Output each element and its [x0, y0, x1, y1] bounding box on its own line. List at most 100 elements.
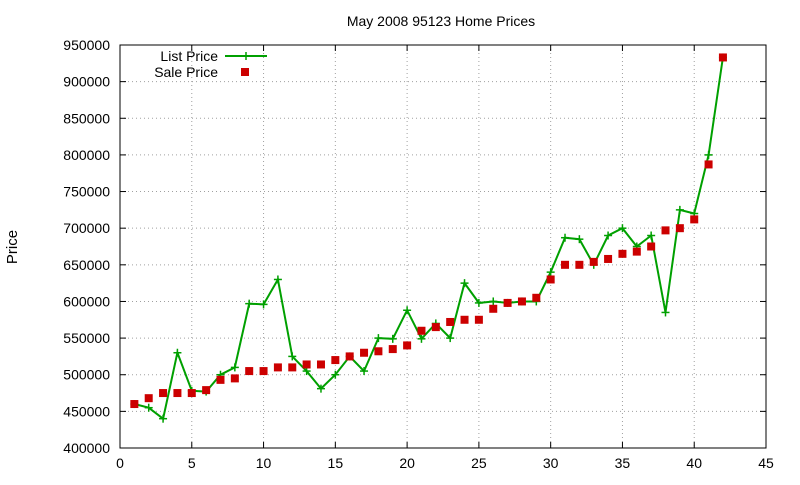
list-price-point	[159, 414, 168, 423]
list-price-point	[647, 231, 656, 240]
sale-price-point	[704, 160, 713, 169]
list-price-point	[446, 334, 455, 343]
list-price-point	[489, 297, 498, 306]
list-price-point	[360, 367, 369, 376]
sale-price-point	[604, 254, 613, 263]
legend-label-sale-price: Sale Price	[154, 64, 218, 80]
legend-cross-glyph	[242, 52, 250, 60]
sale-price-point	[446, 317, 455, 326]
list-price-point	[331, 370, 340, 379]
legend-label-list-price: List Price	[160, 48, 218, 64]
list-price-point	[374, 334, 383, 343]
sale-price-point	[388, 345, 397, 354]
list-price-point	[546, 268, 555, 277]
y-tick-label: 900000	[63, 74, 110, 90]
y-tick-label: 950000	[63, 37, 110, 53]
chart-title: May 2008 95123 Home Prices	[347, 13, 535, 29]
sale-price-point	[647, 242, 656, 251]
y-tick-label: 600000	[63, 293, 110, 309]
tick-layer: 0 5 10 15 20 25 30 35 40 45 400000 450000 500000 5500…	[63, 37, 774, 471]
sale-price-point	[489, 304, 498, 313]
y-tick-label: 550000	[63, 330, 110, 346]
sale-price-point	[503, 298, 512, 307]
sale-price-point	[632, 247, 641, 256]
x-tick-label: 0	[116, 455, 124, 471]
sale-price-point	[130, 400, 139, 409]
list-price-point	[259, 300, 268, 309]
sale-price-point	[417, 326, 426, 335]
sale-price-point	[288, 363, 297, 372]
list-price-point	[273, 275, 282, 284]
sale-price-point	[259, 367, 268, 376]
legend: List Price Sale Price	[154, 48, 267, 80]
sale-price-point	[675, 224, 684, 233]
x-tick-label: 10	[256, 455, 272, 471]
list-price-point	[618, 224, 627, 233]
sale-price-point	[618, 249, 627, 258]
y-tick-label: 650000	[63, 257, 110, 273]
list-price-point	[417, 334, 426, 343]
sale-price-point	[403, 341, 412, 350]
x-tick-label: 25	[471, 455, 487, 471]
series-layer	[130, 53, 727, 423]
legend-marker-list-price	[242, 52, 250, 60]
sale-price-point	[517, 297, 526, 306]
list-price-point	[388, 334, 397, 343]
sale-price-point	[345, 352, 354, 361]
sale-price-point	[187, 389, 196, 398]
sale-price-point	[360, 348, 369, 357]
sale-price-point	[316, 360, 325, 369]
y-tick-label: 700000	[63, 220, 110, 236]
legend-marker-sale-price	[241, 68, 249, 76]
list-price-point	[288, 352, 297, 361]
y-tick-label: 850000	[63, 110, 110, 126]
sale-price-point	[245, 367, 254, 376]
sale-price-point	[302, 360, 311, 369]
sale-price-point	[589, 257, 598, 266]
list-price-line	[134, 57, 724, 421]
list-price-point	[604, 231, 613, 240]
sale-price-point	[216, 375, 225, 384]
list-price-point	[245, 299, 254, 308]
y-tick-label: 750000	[63, 184, 110, 200]
list-price-point	[403, 306, 412, 315]
list-price-point	[661, 308, 670, 317]
sale-price-point	[202, 386, 211, 395]
sale-price-point	[230, 374, 239, 383]
list-price-point	[561, 233, 570, 242]
sale-price-point	[144, 394, 153, 403]
sale-price-point	[661, 226, 670, 235]
x-tick-label: 30	[543, 455, 559, 471]
y-tick-label: 500000	[63, 367, 110, 383]
sale-price-point	[374, 347, 383, 356]
x-tick-label: 40	[686, 455, 702, 471]
sale-price-point	[561, 260, 570, 269]
list-price-point	[704, 150, 713, 159]
list-price-point	[316, 384, 325, 393]
sale-price-point	[273, 363, 282, 372]
sale-price-point	[431, 323, 440, 332]
y-tick-label: 800000	[63, 147, 110, 163]
sale-price-point	[173, 389, 182, 398]
sale-price-point	[159, 389, 168, 398]
list-price-point	[144, 403, 153, 412]
sale-price-point	[546, 275, 555, 284]
sale-price-point	[532, 293, 541, 302]
list-price-point	[575, 235, 584, 244]
list-price-point	[474, 298, 483, 307]
list-price-point	[460, 279, 469, 288]
list-price-point	[173, 348, 182, 357]
x-tick-label: 20	[399, 455, 415, 471]
x-tick-label: 15	[328, 455, 344, 471]
sale-price-point	[718, 53, 727, 62]
sale-price-point	[460, 315, 469, 324]
y-tick-label: 400000	[63, 440, 110, 456]
x-tick-label: 45	[758, 455, 774, 471]
y-tick-label: 450000	[63, 403, 110, 419]
x-tick-label: 5	[188, 455, 196, 471]
sale-price-point	[331, 356, 340, 365]
list-price-point	[675, 205, 684, 214]
sale-price-point	[690, 215, 699, 224]
